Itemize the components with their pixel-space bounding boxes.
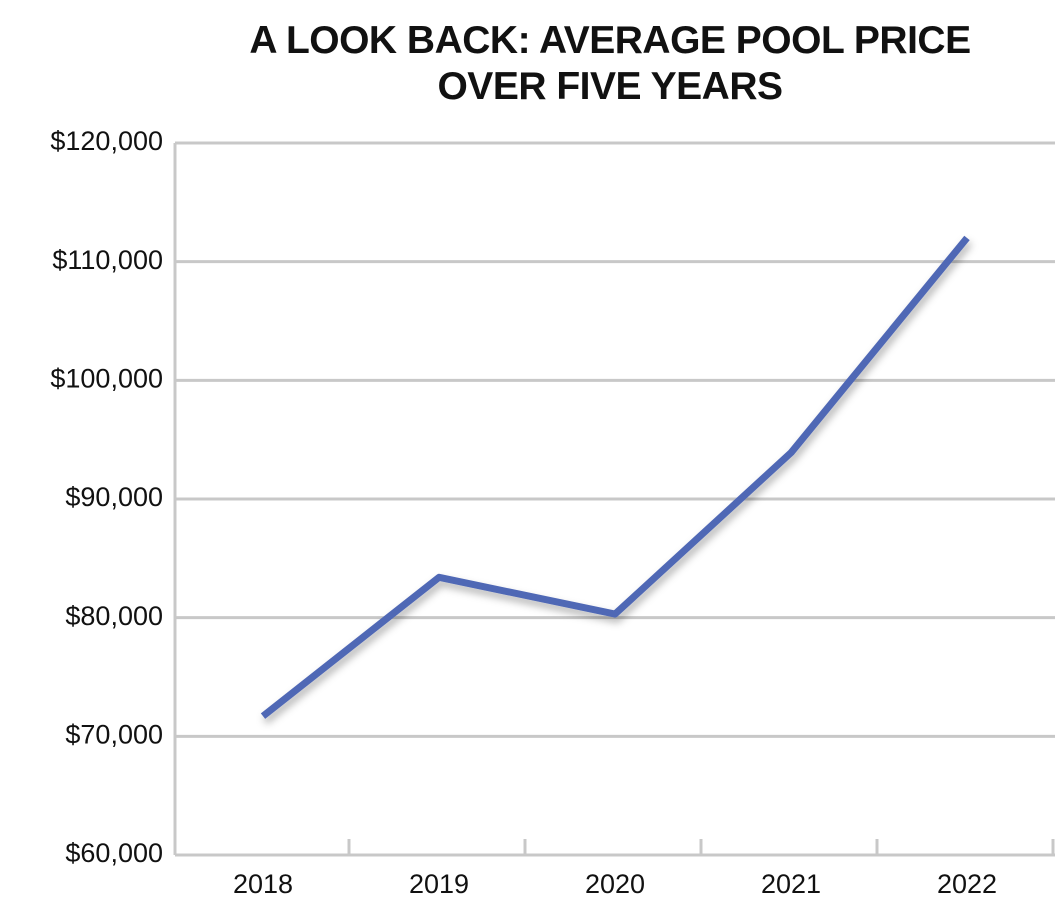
line-series xyxy=(260,235,970,719)
y-tick-label: $110,000 xyxy=(52,245,163,275)
y-tick-label: $120,000 xyxy=(50,126,163,156)
x-tick-label: 2018 xyxy=(233,869,293,899)
x-tick-label: 2021 xyxy=(761,869,821,899)
x-tick-label: 2019 xyxy=(409,869,469,899)
y-tick-label: $60,000 xyxy=(65,838,163,868)
y-tick-label: $90,000 xyxy=(65,482,163,512)
x-tick-label: 2020 xyxy=(585,869,645,899)
x-tick-label: 2022 xyxy=(937,869,997,899)
chart-title: A LOOK BACK: AVERAGE POOL PRICE OVER FIV… xyxy=(249,19,971,108)
y-tick-label: $80,000 xyxy=(65,601,163,631)
y-tick-label: $70,000 xyxy=(65,719,163,749)
y-tick-label: $100,000 xyxy=(50,363,163,393)
